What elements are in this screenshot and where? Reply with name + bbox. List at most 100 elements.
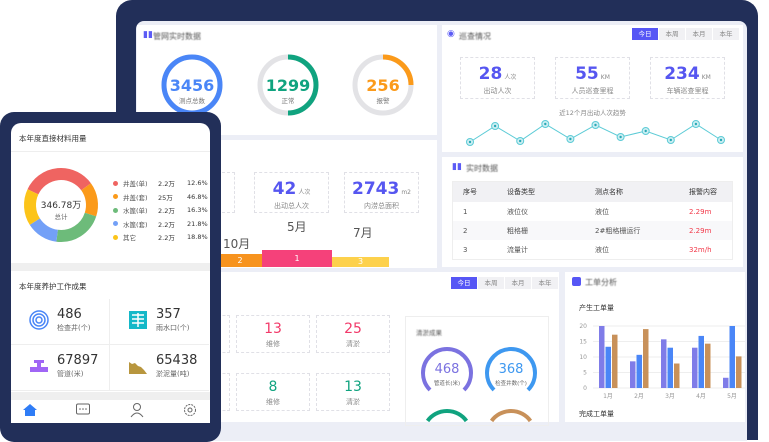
bar (630, 361, 636, 388)
table-row[interactable]: 3 流量计 液位 32m/h (453, 240, 732, 259)
x-tick-label: 3月 (665, 393, 675, 400)
bar (736, 356, 742, 388)
trend-title: 近12个月出动人次趋势 (559, 109, 626, 117)
x-tick-label: 1月 (603, 393, 613, 400)
gauge-arc-partial (425, 409, 469, 423)
sludge-icon (129, 362, 147, 374)
workorder-panel: 工单分析 产生工单量 0 5 10 15 20 1月 2月 3月 4月 5月 完成工单量 (565, 272, 745, 422)
eye-icon: ◉ (447, 29, 455, 39)
stat-unit: 人次 (504, 74, 517, 81)
stat-label: 清淤 (346, 340, 360, 348)
stat-box: 28 人次 出动人次 (460, 57, 535, 99)
chart-title: 完成工单量 (579, 410, 614, 418)
stat-value: 8 (268, 379, 278, 395)
legend-percent: 16.3% (187, 206, 208, 214)
cell: 液位 (595, 245, 609, 254)
ring-value: 256 (366, 76, 400, 95)
period-tabs: 今日 本周 本月 本年 (450, 277, 558, 289)
cell: 液位仪 (507, 207, 528, 216)
card-title: 清淤成果 (416, 329, 442, 337)
message-icon[interactable] (75, 402, 91, 418)
stat-label: 淤泥量(吨) (156, 370, 190, 378)
panel-title: 管网实时数据 (153, 32, 201, 41)
home-icon[interactable] (22, 402, 38, 418)
ring-value: 1299 (265, 76, 311, 95)
stat-label: 出动人次 (483, 87, 512, 95)
legend-item[interactable]: 其它 2.2万 18.8% (113, 232, 208, 242)
tab-month[interactable]: 本月 (686, 28, 712, 40)
tab-year[interactable]: 本年 (532, 277, 558, 289)
cell: 1 (463, 207, 468, 216)
stat-box: 2743 m2 内涝总面积 (344, 172, 419, 213)
dredge-gauges (421, 347, 537, 423)
stat-unit: m2 (401, 189, 411, 196)
maintenance-panel: 今日 本周 本月 本年 13 维修 25 清淤 8 维修 13 清淤 清淤成果 … (218, 272, 559, 426)
legend-item[interactable]: 井盖(单) 2.2万 12.6% (113, 178, 208, 188)
stat-value: 42 (272, 179, 297, 199)
stat-unit: KM (701, 74, 711, 81)
ring-value: 3456 (169, 76, 215, 95)
grate-icon (129, 311, 147, 329)
pipe-icon (30, 360, 48, 372)
tab-month[interactable]: 本月 (505, 277, 531, 289)
user-icon[interactable] (129, 402, 145, 418)
col-header: 设备类型 (497, 182, 585, 202)
legend-item[interactable]: 水篦(套) 2.2万 21.8% (113, 219, 208, 229)
tab-week[interactable]: 本周 (478, 277, 504, 289)
stat-box: 55 KM 人员巡查里程 (555, 57, 630, 99)
status-rings (161, 54, 414, 116)
col-header: 报警内容 (679, 182, 732, 202)
y-tick-label: 10 (579, 354, 587, 361)
ring-label: 报警 (376, 97, 390, 105)
gauge-arc (485, 347, 537, 392)
rank-bar: 1 (262, 250, 332, 267)
stat-cell-pipe: 67897 管道(米) (11, 345, 110, 391)
section-title: 本年度养护工作成果 (19, 282, 87, 291)
stat-value: 28 (478, 64, 503, 84)
tab-today[interactable]: 今日 (632, 28, 658, 40)
legend-percent: 46.8% (187, 192, 208, 201)
pipe-realtime-panel: ▮▮ 管网实时数据 3456 测点总数 1299 正常 256 报警 (137, 25, 437, 135)
x-tick-label: 5月 (727, 393, 737, 400)
y-tick-label: 20 (579, 323, 587, 330)
gauge-arc-partial (489, 409, 533, 423)
stat-label: 管道(米) (57, 370, 84, 378)
tab-today[interactable]: 今日 (451, 277, 477, 289)
gauge-arc (421, 347, 473, 392)
bar-chart-icon: ▮▮ (143, 30, 153, 40)
alarm-table: 序号 设备类型 测点名称 报警内容 1 液位仪 液位 2.29m 2 粗格栅 2#粗格栅运… (452, 181, 733, 260)
tab-year[interactable]: 本年 (713, 28, 739, 40)
legend-dot (113, 234, 118, 240)
section-gap (11, 392, 210, 400)
cell: 32m/h (689, 245, 712, 254)
legend-percent: 21.8% (187, 219, 208, 228)
bar (667, 347, 673, 388)
ring-label: 正常 (281, 97, 295, 105)
tab-week[interactable]: 本周 (659, 28, 685, 40)
table-row[interactable]: 2 粗格栅 2#粗格栅运行 2.29m (453, 221, 732, 240)
cell: 粗格栅 (497, 221, 585, 240)
legend-name: 井盖(套) (123, 193, 148, 202)
stat-value: 2743 (352, 179, 400, 199)
rank-month: 7月 (353, 226, 373, 240)
legend-amount: 2.2万 (158, 180, 175, 188)
trend-point-dot (544, 122, 547, 126)
bar (705, 343, 711, 388)
repair-box: 13 维修 (236, 315, 310, 353)
stat-label: 出动总人次 (274, 202, 309, 210)
table-row[interactable]: 1 液位仪 液位 2.29m (453, 202, 732, 221)
pie-chart-icon (572, 277, 581, 286)
trend-point-dot (619, 135, 622, 139)
legend-name: 水篦(单) (123, 207, 148, 215)
legend-item[interactable]: 井盖(套) 25万 46.8% (113, 192, 208, 202)
divider (11, 151, 210, 152)
bar (599, 326, 605, 388)
legend-name: 其它 (123, 234, 136, 242)
cell: 2#粗格栅运行 (585, 221, 679, 240)
gauge-label: 检查井数(个) (495, 381, 527, 387)
legend-item[interactable]: 水篦(单) 2.2万 16.3% (113, 205, 208, 215)
legend-name: 井盖(单) (123, 180, 148, 188)
settings-icon[interactable] (182, 402, 198, 418)
stat-label: 内涝总面积 (364, 202, 399, 210)
stat-box-partial (218, 315, 230, 353)
